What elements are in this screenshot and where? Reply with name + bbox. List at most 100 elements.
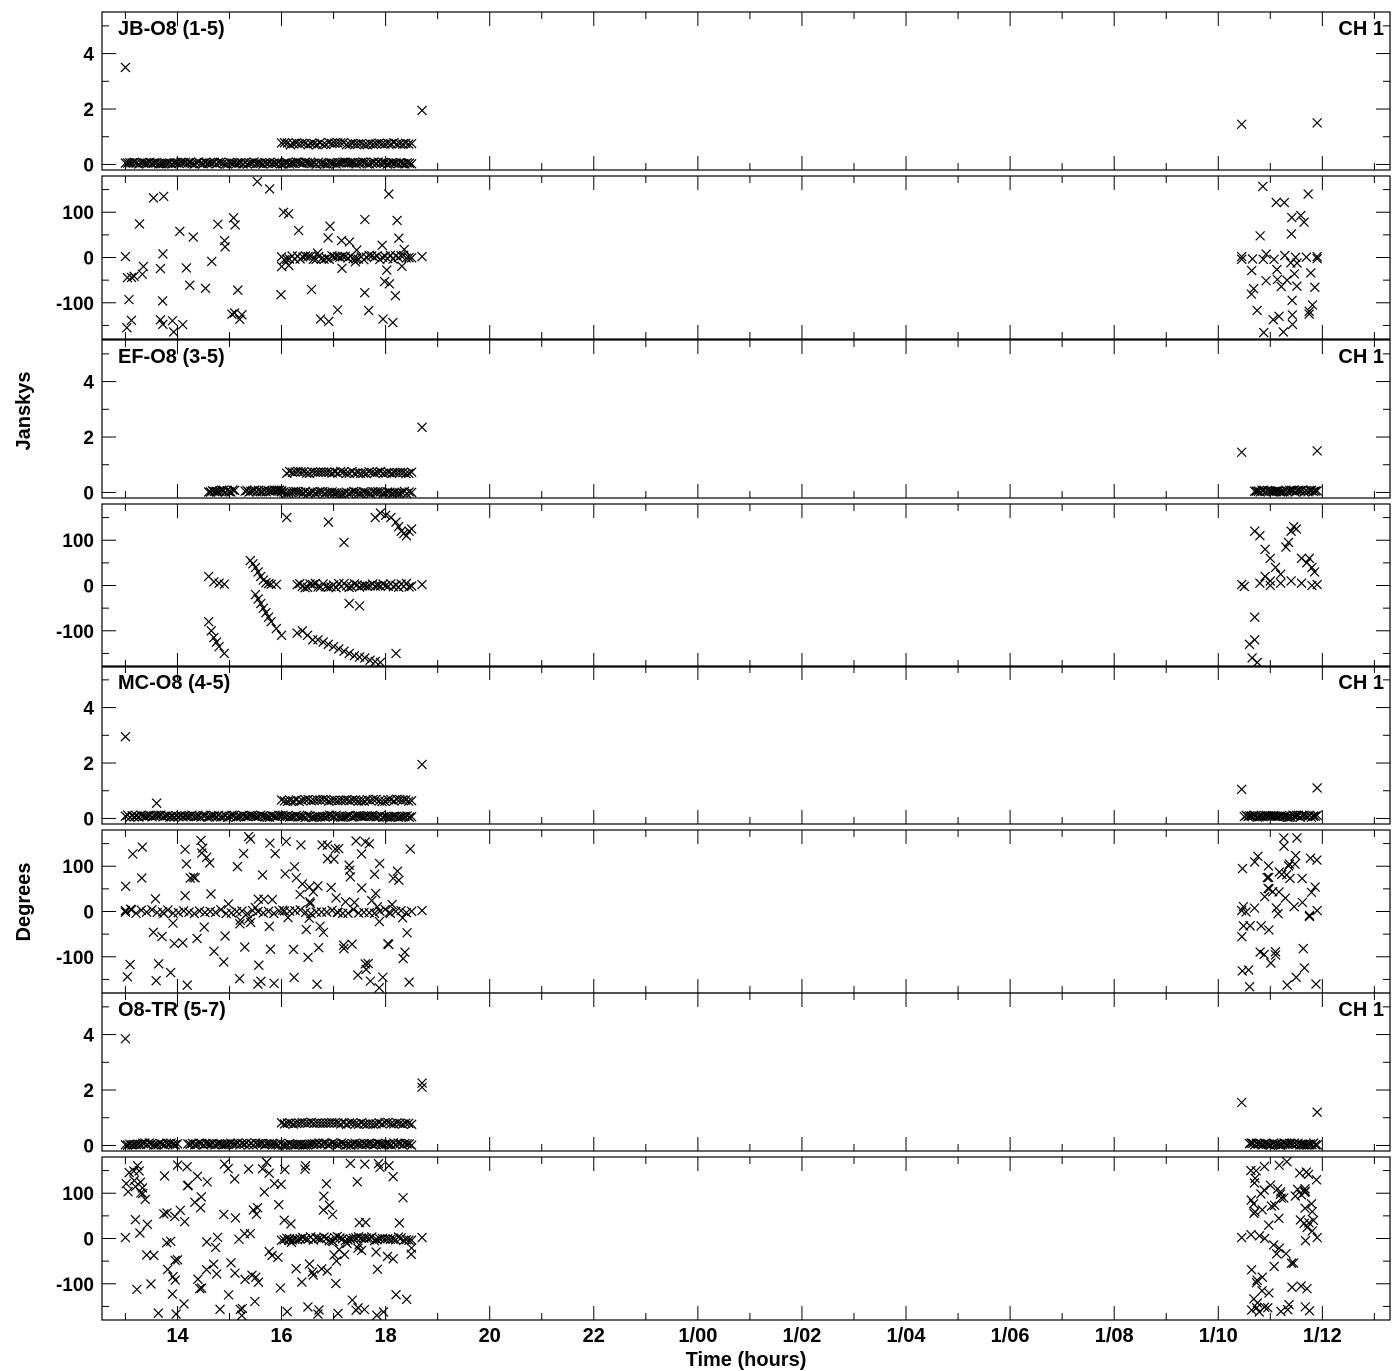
phase-point — [261, 607, 271, 618]
amplitude-point — [284, 812, 295, 823]
phase-point — [404, 977, 415, 988]
phase-point — [1309, 566, 1320, 577]
x-tick-label: 22 — [583, 1325, 605, 1347]
phase-point — [192, 1274, 203, 1285]
phase-point — [371, 1247, 382, 1257]
phase-point — [1275, 1186, 1286, 1197]
phase-point — [1278, 327, 1289, 337]
phase-point — [142, 1219, 153, 1230]
panel-1: 0 2 4 -100 0 100 JB-O8 (1-5) CH 1 — [56, 11, 1391, 340]
phase-point — [211, 1269, 222, 1279]
phase-point — [153, 958, 164, 969]
amplitude-point — [329, 1118, 340, 1128]
amplitude-point — [285, 139, 296, 150]
phase-point — [315, 314, 326, 325]
amplitude-point — [318, 794, 328, 805]
phase-point — [1268, 314, 1279, 325]
amplitude-point — [364, 466, 374, 477]
phase-point — [378, 314, 388, 325]
phase-point — [302, 1301, 313, 1312]
phase-point — [1311, 855, 1322, 865]
phase-point — [1246, 289, 1257, 300]
phase-point — [1265, 576, 1276, 586]
phase-point — [1254, 578, 1265, 589]
phase-point — [352, 970, 363, 980]
phase-tick-label: 0 — [83, 577, 94, 598]
phase-point — [230, 219, 241, 230]
phase-point — [234, 973, 245, 984]
phase-point — [1305, 853, 1316, 864]
phase-tick-label: -100 — [56, 948, 94, 969]
phase-point — [132, 1160, 143, 1171]
phase-point — [1279, 841, 1289, 852]
phase-point — [1275, 578, 1286, 589]
phase-point — [229, 307, 240, 318]
phase-point — [1244, 981, 1255, 992]
amplitude-point — [1310, 811, 1321, 821]
amplitude-point — [356, 1117, 367, 1128]
phase-point — [276, 630, 287, 641]
phase-point — [150, 893, 161, 904]
x-tick-label: 16 — [270, 1325, 292, 1347]
phase-point — [284, 1235, 294, 1246]
amplitude-point — [383, 794, 393, 805]
phase-point — [177, 937, 188, 948]
phase-point — [1286, 212, 1297, 223]
phase-point — [1286, 229, 1297, 239]
amplitude-point — [303, 794, 314, 805]
phase-point — [253, 594, 264, 605]
phase-point — [406, 1243, 417, 1253]
x-tick-label: 20 — [479, 1325, 501, 1347]
phase-point — [365, 976, 376, 987]
amplitude-point — [1312, 1140, 1323, 1150]
amplitude-point — [1236, 784, 1247, 795]
phase-point — [211, 637, 222, 648]
phase-point — [1254, 1230, 1265, 1241]
phase-point — [350, 256, 361, 267]
amplitude-point — [1276, 810, 1287, 821]
phase-point — [319, 1232, 329, 1243]
phase-point — [266, 616, 277, 627]
phase-point — [1280, 542, 1291, 552]
amplitude-point — [417, 759, 427, 770]
phase-point — [208, 632, 219, 643]
phase-point — [250, 562, 261, 573]
phase-point — [219, 579, 230, 590]
phase-point — [261, 1157, 272, 1168]
phase-tick-label: 0 — [83, 249, 94, 270]
phase-point — [281, 512, 292, 523]
phase-point — [281, 254, 292, 265]
phase-point — [1274, 867, 1285, 878]
phase-point — [127, 849, 138, 859]
amplitude-point — [335, 137, 346, 148]
phase-point — [120, 881, 131, 892]
amplitude-point — [1236, 447, 1247, 458]
phase-point — [1304, 553, 1315, 564]
phase-point — [1265, 580, 1276, 591]
amplitude-point — [307, 486, 318, 497]
amplitude-point — [1308, 486, 1319, 497]
phase-point — [404, 252, 414, 263]
phase-point — [327, 1209, 338, 1220]
phase-point — [120, 251, 131, 262]
phase-point — [1246, 265, 1257, 276]
phase-point — [1311, 979, 1321, 989]
phase-point — [1304, 911, 1315, 922]
phase-point — [391, 517, 401, 528]
phase-point — [1271, 197, 1282, 208]
phase-point — [1246, 1305, 1257, 1316]
phase-point — [263, 612, 274, 623]
amplitude-point — [303, 139, 314, 150]
phase-point — [388, 1234, 398, 1245]
amplitude-point — [170, 1139, 181, 1150]
phase-point — [258, 603, 269, 614]
amplitude-point — [120, 731, 131, 742]
amplitude-point — [341, 1119, 352, 1130]
phase-point — [201, 852, 212, 863]
phase-point — [360, 837, 371, 847]
phase-point — [297, 1232, 308, 1243]
amplitude-point — [406, 1119, 417, 1130]
phase-point — [1267, 886, 1278, 897]
amplitude-point — [1310, 1139, 1321, 1150]
phase-point — [325, 221, 335, 232]
